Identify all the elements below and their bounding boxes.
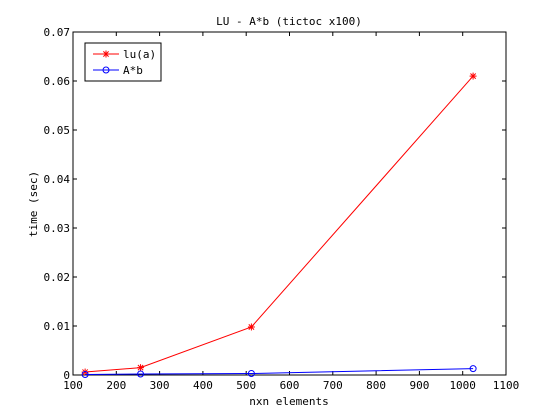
y-tick-label: 0.01 [44,320,71,333]
series-a-b-point [469,365,477,373]
y-tick-label: 0.04 [44,173,71,186]
marker-stroke [248,324,255,330]
series-a-b-point [247,370,255,378]
marker-stroke [103,51,109,57]
y-tick-label: 0.02 [44,271,71,284]
y-tick-label: 0 [63,369,70,382]
x-tick-label: 1100 [493,379,520,392]
y-tick-label: 0.07 [44,26,71,39]
marker-stroke [137,364,144,371]
x-tick-label: 200 [106,379,126,392]
series-lu-a-point [137,364,145,372]
chart-title: LU - A*b (tictoc x100) [216,15,362,28]
x-axis-title: nxn elements [249,395,328,408]
x-tick-label: 1000 [449,379,476,392]
series-a-b [81,365,477,379]
x-tick-label: 500 [236,379,256,392]
y-tick-label: 0.03 [44,222,71,235]
x-tick-label: 100 [63,379,83,392]
y-tick-label: 0.06 [44,75,71,88]
marker-stroke [82,369,89,376]
series-lu-a-point [247,323,255,331]
plot-area: 100 200 300 400 500 600 700 800 900 1000 1100 0 0.01… [44,26,520,392]
legend-a-b-label: A*b [123,64,143,77]
x-tick-label: 700 [323,379,343,392]
marker-stroke [470,73,477,80]
series-lu-a-point [469,72,477,80]
series-lu-a-line [85,75,474,373]
x-tick-label: 400 [193,379,213,392]
legend-box [84,42,162,82]
legend-lu-a-label: lu(a) [123,48,156,61]
series-a-b-point [137,370,145,378]
legend: lu(a) A*b [84,42,162,82]
x-tick-label: 600 [280,379,300,392]
legend-lu-a-marker [102,50,110,58]
legend-a-b-marker [102,66,110,74]
series-a-b-point [81,371,89,379]
x-tick-label: 300 [150,379,170,392]
x-tick-label: 900 [409,379,429,392]
series-a-b-line [85,368,474,376]
y-tick-label: 0.05 [44,124,71,137]
x-tick-label: 800 [366,379,386,392]
y-axis-title: time (sec) [27,171,40,237]
